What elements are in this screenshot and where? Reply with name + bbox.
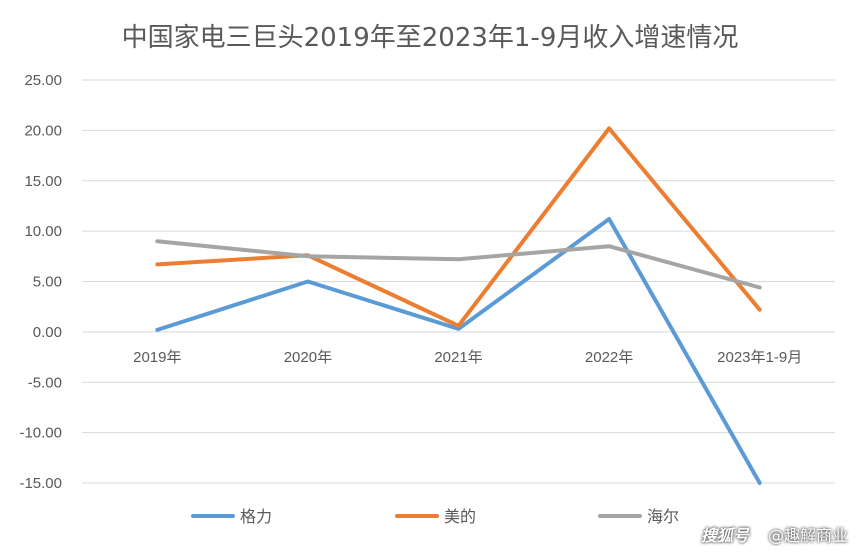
legend-label: 格力 — [240, 507, 272, 526]
series-line-美的 — [155, 126, 762, 328]
chart-title: 中国家电三巨头2019年至2023年1-9月收入增速情况 — [122, 23, 739, 53]
y-tick-label: -5.00 — [28, 374, 62, 391]
series-line-格力 — [155, 217, 762, 485]
series-line-海尔 — [155, 239, 762, 290]
x-tick-label: 2019年 — [133, 349, 181, 366]
x-tick-label: 2022年 — [585, 349, 633, 366]
x-tick-label: 2023年1-9月 — [717, 349, 802, 366]
legend-label: 美的 — [444, 507, 476, 526]
y-tick-label: 5.00 — [33, 274, 62, 291]
y-tick-label: -10.00 — [19, 425, 62, 442]
gridlines — [82, 79, 835, 484]
x-tick-label: 2020年 — [284, 349, 332, 366]
y-tick-label: 15.00 — [24, 173, 62, 190]
y-tick-label: 0.00 — [33, 324, 62, 341]
y-tick-label: 25.00 — [24, 72, 62, 89]
x-axis-ticks: 2019年 2020年 2021年 2022年 2023年1-9月 — [133, 349, 802, 366]
legend-label: 海尔 — [647, 507, 679, 526]
y-tick-label: 10.00 — [24, 223, 62, 240]
watermark-text: @趣解商业 — [767, 526, 848, 545]
series-lines — [155, 126, 762, 485]
watermark-logo: 搜狐号 — [700, 526, 749, 545]
watermark: 搜狐号 @趣解商业 — [701, 522, 848, 546]
y-axis-ticks: 25.00 20.00 15.00 10.00 5.00 0.00 -5.00 -10.00 -… — [19, 72, 62, 492]
x-tick-label: 2021年 — [434, 349, 482, 366]
y-tick-label: -15.00 — [19, 475, 62, 492]
legend: 格力 美的 海尔 — [191, 507, 679, 526]
y-tick-label: 20.00 — [24, 122, 62, 139]
